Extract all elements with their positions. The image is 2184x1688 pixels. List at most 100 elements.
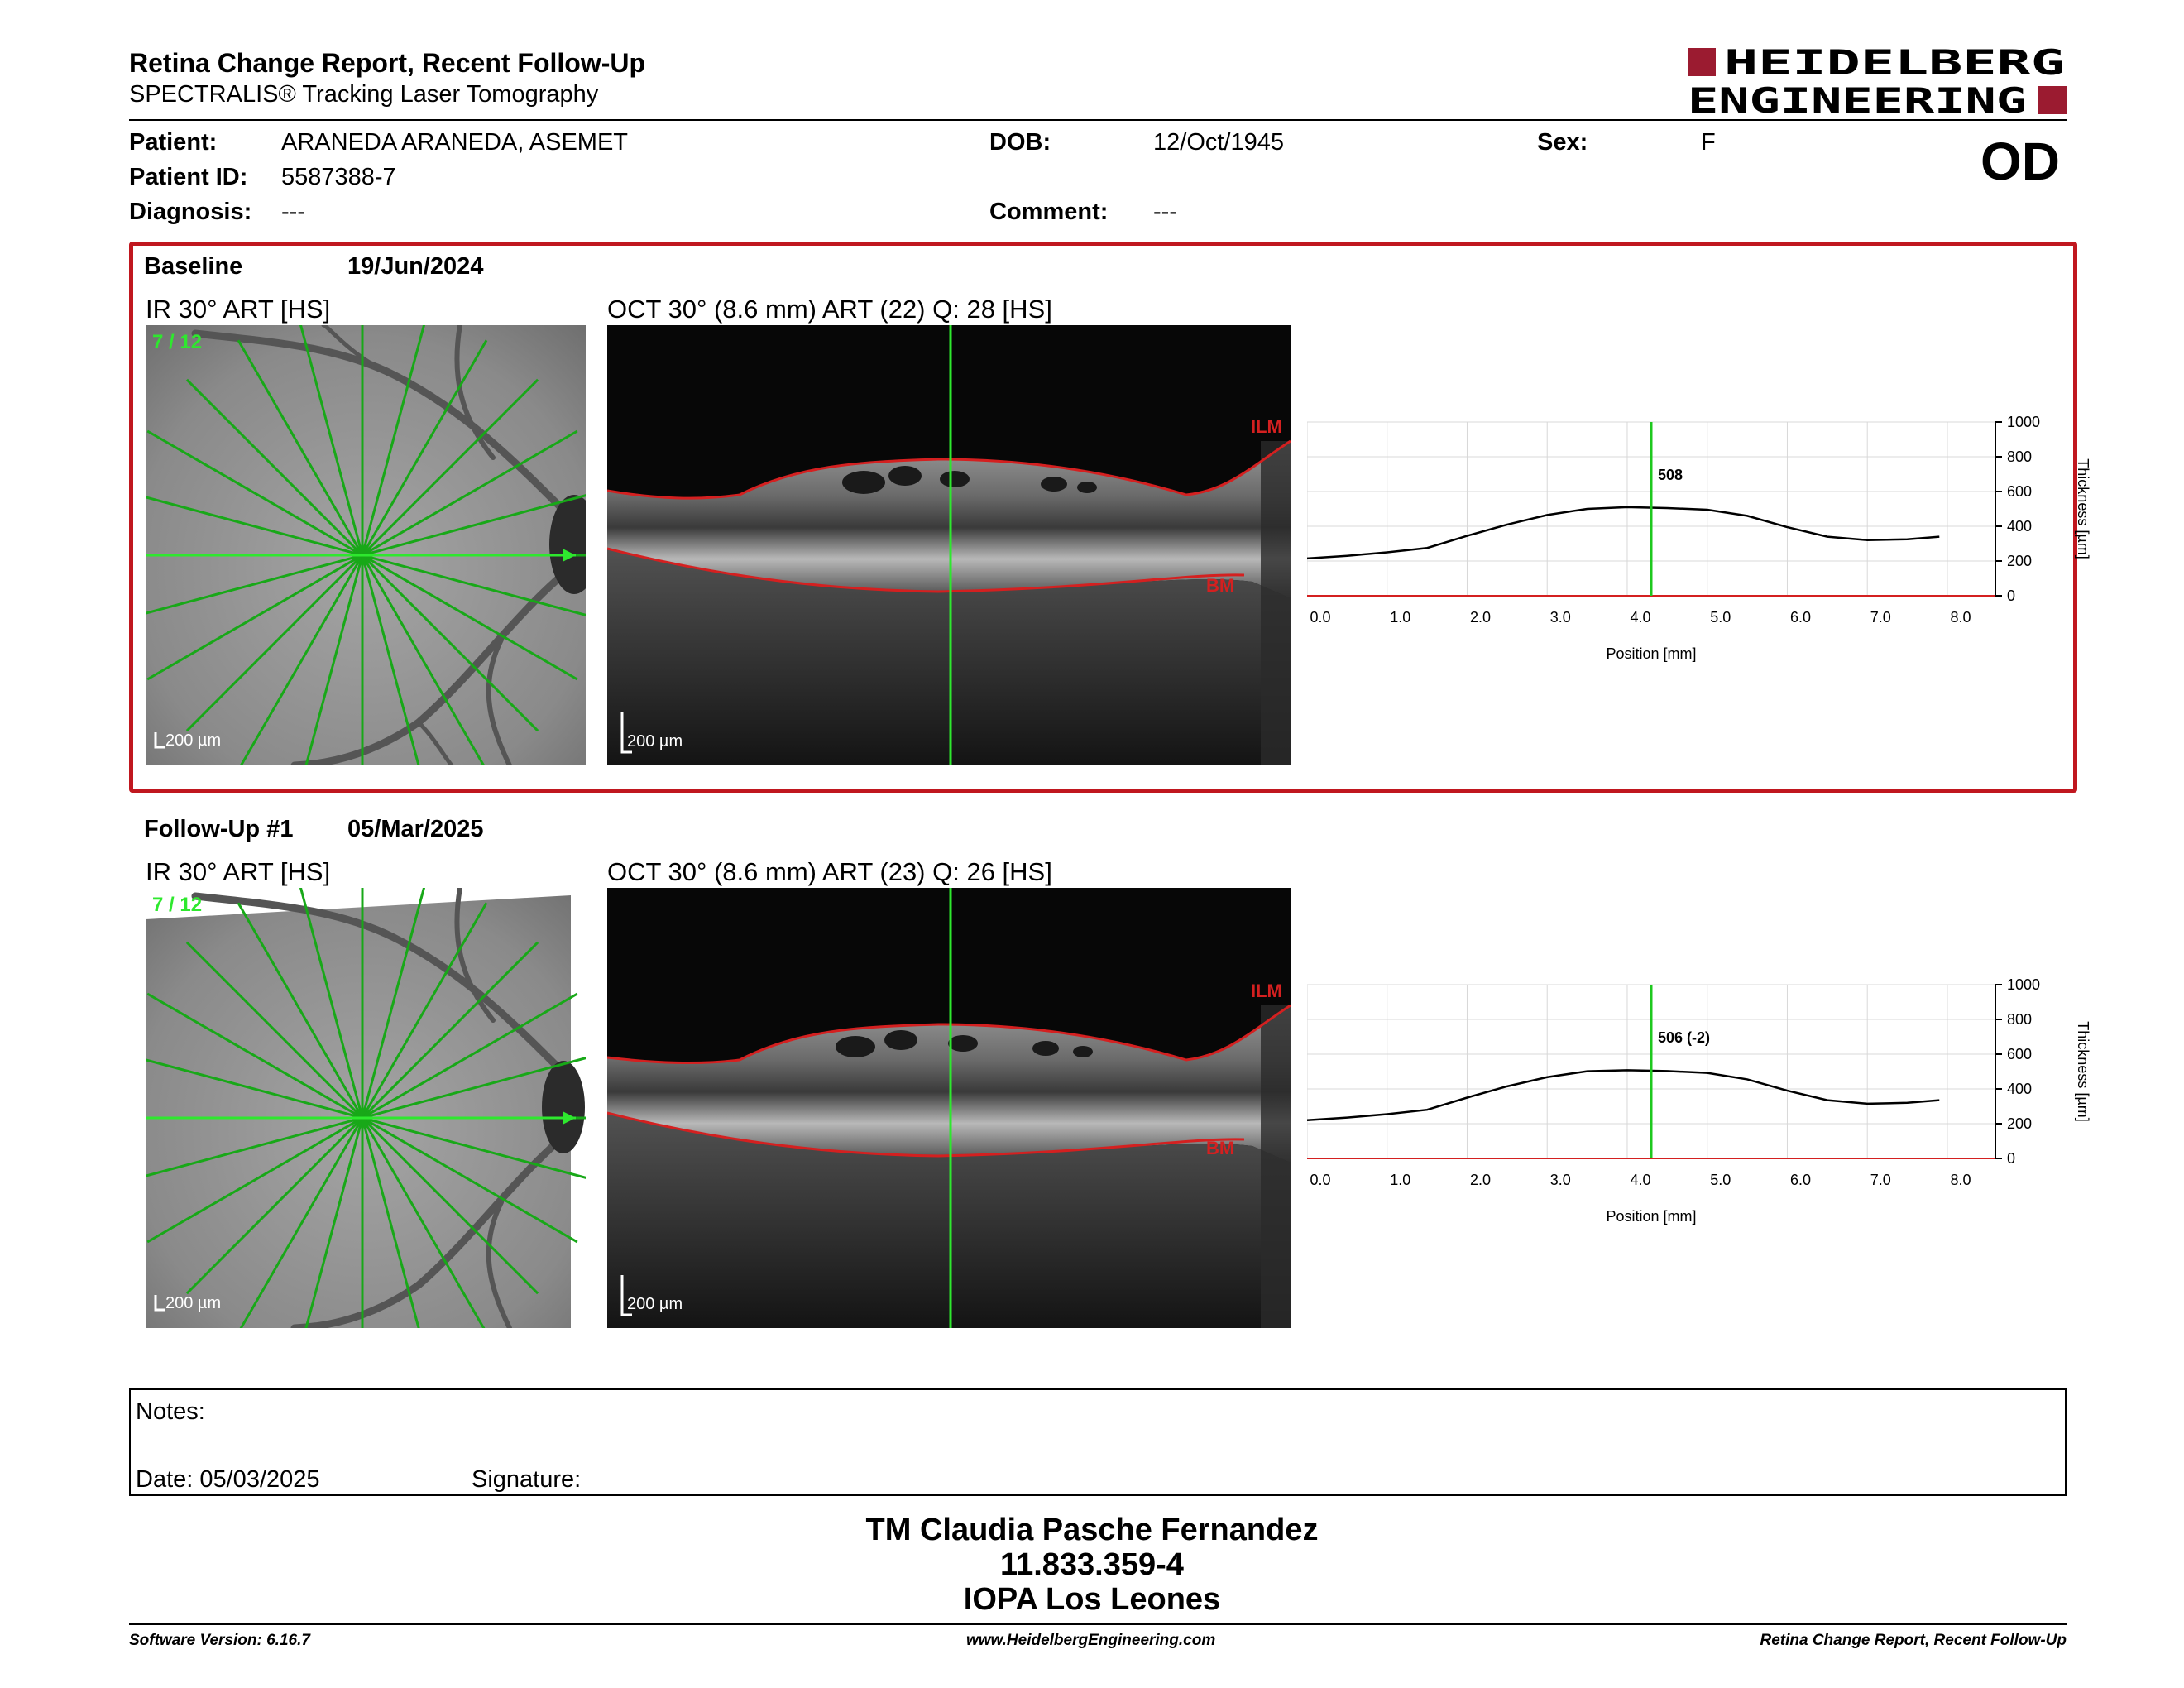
x-tick-label: 4.0 xyxy=(1630,1172,1650,1188)
x-tick-label: 7.0 xyxy=(1870,609,1891,626)
notes-box xyxy=(129,1388,2067,1496)
thickness-readout: 508 xyxy=(1658,467,1683,483)
retinal-vessels xyxy=(191,325,586,765)
x-axis-label: Position [mm] xyxy=(1606,645,1696,662)
patient-name: ARANEDA ARANEDA, ASEMET xyxy=(281,129,629,156)
ir-scale-bar xyxy=(154,732,165,749)
scan-index: 7 / 12 xyxy=(152,331,202,353)
ilm-label: ILM xyxy=(1251,416,1282,437)
optic-disc xyxy=(549,495,586,594)
heidelberg-logo: HEIDELBERG ENGINEERING xyxy=(1688,42,2067,121)
y-tick-label: 1000 xyxy=(2007,414,2040,430)
followup-ir-fundus-image: 7 / 12 200 µm xyxy=(146,888,586,1328)
ir-scale-label: 200 µm xyxy=(165,731,221,750)
ilm-line xyxy=(607,1004,1291,1065)
y-tick-label: 0 xyxy=(2007,1150,2015,1167)
y-tick-label: 200 xyxy=(2007,1115,2032,1132)
oct-scale-label: 200 µm xyxy=(627,732,682,750)
y-tick-label: 0 xyxy=(2007,587,2015,604)
logo-line2: ENGINEERING xyxy=(1688,80,2027,116)
header-divider xyxy=(129,119,2067,121)
website-link[interactable]: www.HeidelbergEngineering.com xyxy=(966,1632,1216,1649)
bm-line xyxy=(607,547,1245,593)
patient-id: 5587388-7 xyxy=(281,164,396,190)
y-axis-label: Thickness [µm] xyxy=(2075,458,2091,559)
stamp-institution: IOPA Los Leones xyxy=(963,1582,1221,1617)
thickness-series-line xyxy=(1306,1069,1940,1122)
followup-oct-title: OCT 30° (8.6 mm) ART (23) Q: 26 [HS] xyxy=(607,857,1052,886)
y-tick-label: 600 xyxy=(2007,483,2032,500)
baseline-thickness-chart: 0.0 1.0 2.0 3.0 4.0 5.0 6.0 7.0 8.0 0 200 400 600 800… xyxy=(1306,414,2101,679)
x-tick-label: 1.0 xyxy=(1390,1172,1410,1188)
report-subtitle: SPECTRALIS® Tracking Laser Tomography xyxy=(129,81,599,108)
x-tick-label: 0.0 xyxy=(1310,609,1330,626)
scan-direction-arrow xyxy=(563,1111,576,1125)
eye-indicator: OD xyxy=(1980,132,2060,191)
baseline-ir-title: IR 30° ART [HS] xyxy=(146,295,331,324)
stamp-id: 11.833.359-4 xyxy=(1000,1547,1184,1582)
x-tick-label: 2.0 xyxy=(1470,1172,1491,1188)
retinal-vessels xyxy=(191,888,586,1328)
comment-label: Comment: xyxy=(989,199,1109,225)
software-version: Software Version: 6.16.7 xyxy=(129,1632,310,1649)
x-tick-label: 6.0 xyxy=(1790,609,1811,626)
y-tick-label: 400 xyxy=(2007,518,2032,535)
retinal-cysts xyxy=(836,1030,1093,1057)
report-title: Retina Change Report, Recent Follow-Up xyxy=(129,48,646,78)
footer-divider xyxy=(129,1623,2067,1625)
x-tick-label: 5.0 xyxy=(1710,1172,1731,1188)
baseline-highlight-frame xyxy=(129,242,2077,793)
diagnosis-value: --- xyxy=(281,199,305,225)
ir-scale-label: 200 µm xyxy=(165,1294,221,1312)
scan-direction-arrow xyxy=(563,549,576,562)
patient-name-label: Patient: xyxy=(129,129,218,156)
choroid xyxy=(607,549,1291,765)
bm-label: BM xyxy=(1206,575,1234,596)
choroid xyxy=(607,1113,1291,1328)
retinal-cysts xyxy=(842,466,1097,494)
footer-report-name: Retina Change Report, Recent Follow-Up xyxy=(1760,1632,2067,1649)
baseline-label: Baseline xyxy=(144,253,243,280)
sex-value: F xyxy=(1701,129,1716,156)
y-axis-label: Thickness [µm] xyxy=(2075,1021,2091,1121)
followup-date: 05/Mar/2025 xyxy=(347,816,484,842)
baseline-oct-title: OCT 30° (8.6 mm) ART (22) Q: 28 [HS] xyxy=(607,295,1052,324)
x-tick-label: 8.0 xyxy=(1950,1172,1971,1188)
signature-label: Signature: xyxy=(472,1466,582,1493)
stamp-name: TM Claudia Pasche Fernandez xyxy=(865,1513,1319,1547)
comment-value: --- xyxy=(1153,199,1177,225)
sex-label: Sex: xyxy=(1537,129,1588,156)
x-tick-label: 7.0 xyxy=(1870,1172,1891,1188)
y-tick-label: 800 xyxy=(2007,1011,2032,1028)
optic-nerve-shadow xyxy=(1261,441,1291,765)
oct-scale-bar xyxy=(620,1275,632,1316)
logo-square-bottom xyxy=(2038,86,2067,114)
bm-label: BM xyxy=(1206,1138,1234,1158)
ir-scale-bar xyxy=(154,1295,165,1312)
x-tick-label: 3.0 xyxy=(1550,609,1571,626)
baseline-oct-bscan: ILM BM 200 µm xyxy=(607,325,1291,765)
optic-disc xyxy=(542,1061,585,1153)
followup-label: Follow-Up #1 xyxy=(144,816,294,842)
patient-id-label: Patient ID: xyxy=(129,164,248,190)
baseline-date: 19/Jun/2024 xyxy=(347,253,484,280)
logo-line1: HEIDELBERG xyxy=(1724,46,2065,83)
thickness-readout: 506 (-2) xyxy=(1658,1029,1710,1046)
y-tick-label: 800 xyxy=(2007,448,2032,465)
dob-label: DOB: xyxy=(989,129,1051,156)
bm-line xyxy=(607,1111,1245,1158)
followup-thickness-chart: 0.0 1.0 2.0 3.0 4.0 5.0 6.0 7.0 8.0 0 200 400 600 800… xyxy=(1306,976,2101,1241)
y-tick-label: 400 xyxy=(2007,1081,2032,1097)
thickness-series-line xyxy=(1306,506,1940,560)
x-tick-label: 0.0 xyxy=(1310,1172,1330,1188)
x-tick-label: 3.0 xyxy=(1550,1172,1571,1188)
x-tick-label: 8.0 xyxy=(1950,609,1971,626)
x-axis-label: Position [mm] xyxy=(1606,1208,1696,1225)
logo-square-top xyxy=(1688,48,1716,76)
followup-ir-title: IR 30° ART [HS] xyxy=(146,857,331,886)
followup-oct-bscan: ILM BM 200 µm xyxy=(607,888,1291,1328)
notes-date: Date: 05/03/2025 xyxy=(136,1466,320,1493)
ilm-label: ILM xyxy=(1251,981,1282,1001)
oct-scale-bar xyxy=(620,712,632,754)
x-tick-label: 6.0 xyxy=(1790,1172,1811,1188)
